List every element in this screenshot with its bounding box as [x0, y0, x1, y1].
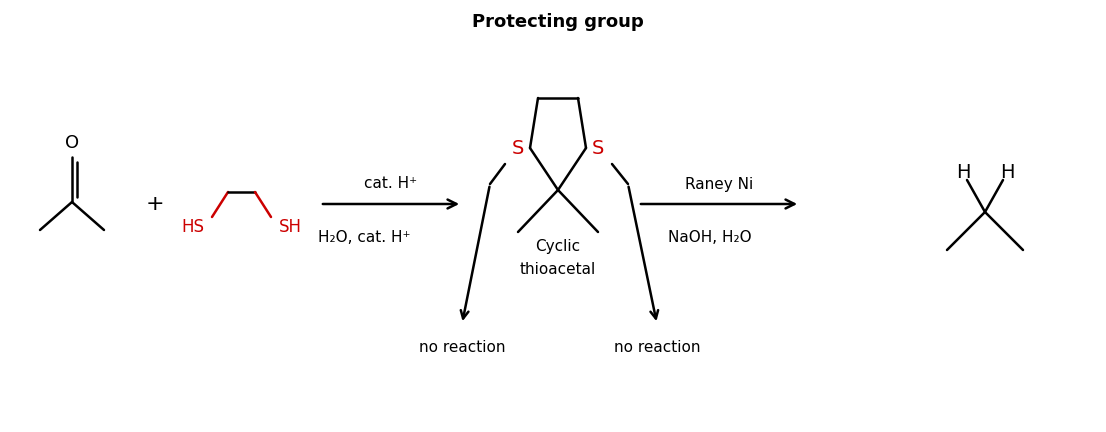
Text: H₂O, cat. H⁺: H₂O, cat. H⁺ [317, 229, 410, 245]
Text: no reaction: no reaction [614, 340, 700, 355]
Text: HS: HS [181, 218, 205, 236]
Text: H: H [956, 162, 970, 181]
Text: no reaction: no reaction [419, 340, 505, 355]
Text: S: S [512, 139, 524, 158]
Text: O: O [65, 134, 79, 152]
Text: Protecting group: Protecting group [472, 13, 644, 31]
Text: thioacetal: thioacetal [520, 261, 596, 276]
Text: H: H [1000, 162, 1014, 181]
Text: S: S [592, 139, 604, 158]
Text: NaOH, H₂O: NaOH, H₂O [668, 229, 752, 245]
Text: +: + [146, 194, 165, 214]
Text: Cyclic: Cyclic [535, 239, 581, 254]
Text: SH: SH [279, 218, 302, 236]
Text: Raney Ni: Raney Ni [685, 177, 753, 191]
Text: cat. H⁺: cat. H⁺ [365, 177, 418, 191]
